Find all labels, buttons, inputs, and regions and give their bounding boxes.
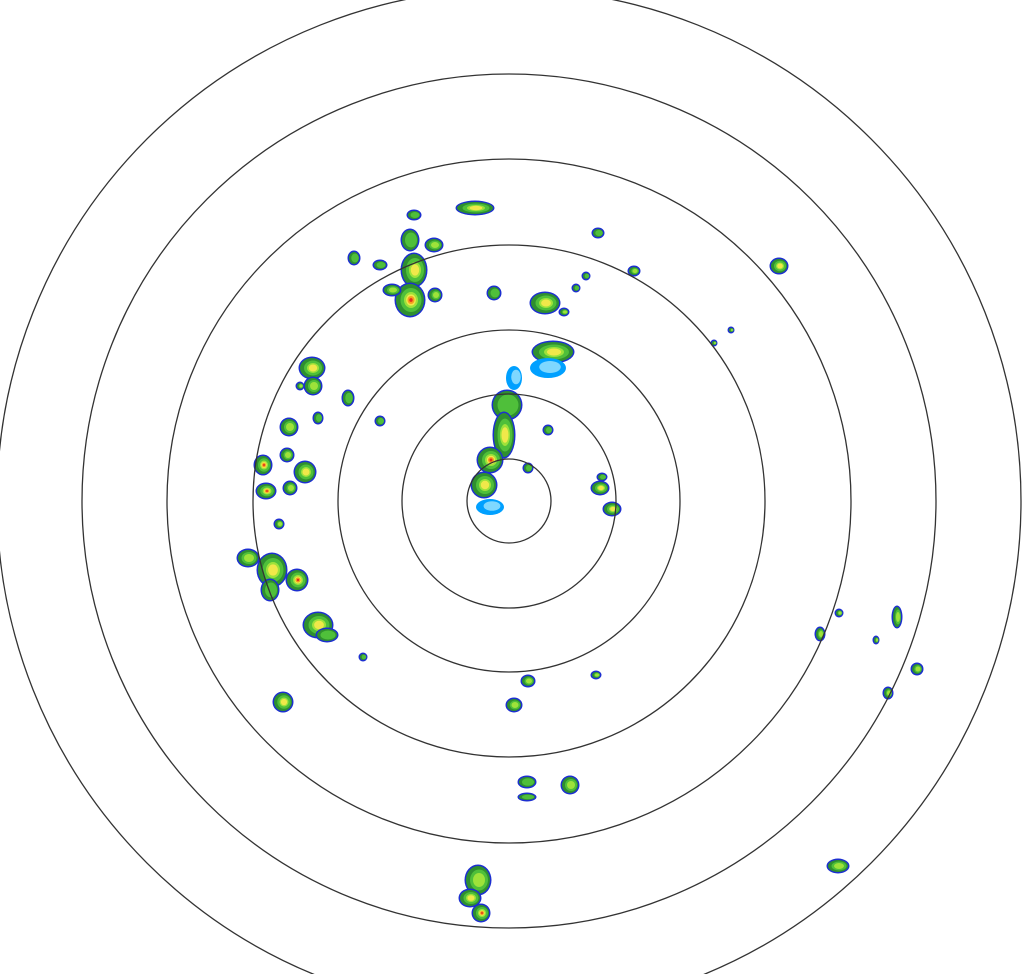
echo-core — [483, 501, 501, 511]
echo-core — [834, 863, 844, 869]
echo-core — [410, 264, 420, 276]
echo-core — [777, 263, 783, 269]
echo-core — [876, 638, 878, 642]
echo-core — [280, 698, 288, 706]
range-ring-6 — [81, 73, 937, 929]
echo-core — [539, 361, 561, 373]
echo-core — [546, 427, 552, 433]
echo-core — [345, 392, 353, 404]
echo-core — [541, 299, 551, 307]
echo-core — [278, 522, 282, 526]
echo-core — [469, 205, 483, 211]
range-ring-1 — [466, 458, 552, 544]
echo-core — [286, 423, 294, 431]
precipitation-echoes — [236, 200, 924, 923]
echo-core — [296, 578, 300, 582]
echo-core — [497, 394, 519, 416]
echo-core — [547, 348, 561, 356]
echo-core — [490, 288, 500, 298]
echo-core — [376, 262, 386, 268]
range-ring-3 — [337, 329, 681, 673]
echo-core — [632, 269, 638, 273]
echo-core — [522, 778, 534, 786]
echo-core — [481, 912, 483, 914]
range-ring-2 — [401, 393, 617, 609]
echo-core — [567, 781, 575, 789]
echo-core — [526, 678, 532, 684]
echo-core — [915, 666, 921, 672]
echo-core — [265, 490, 269, 492]
echo-core — [299, 384, 303, 388]
echo-core — [288, 485, 294, 491]
echo-core — [320, 630, 336, 640]
echo-core — [410, 212, 420, 218]
echo-core — [511, 369, 521, 385]
echo-core — [574, 285, 580, 291]
echo-core — [610, 506, 616, 512]
echo-core — [595, 673, 599, 677]
echo-core — [361, 654, 367, 660]
echo-core — [351, 253, 359, 263]
echo-core — [409, 298, 413, 302]
echo-core — [433, 292, 439, 298]
echo-core — [244, 554, 254, 562]
echo-core — [563, 310, 567, 314]
echo-core — [302, 468, 310, 476]
echo-core — [714, 342, 716, 344]
echo-core — [480, 480, 490, 490]
echo-core — [467, 895, 475, 901]
echo-core — [600, 474, 606, 480]
echo-core — [310, 382, 318, 390]
echo-core — [405, 232, 417, 248]
echo-core — [314, 620, 324, 630]
echo-core — [263, 463, 265, 467]
echo-core — [378, 418, 384, 424]
range-ring-4 — [252, 244, 766, 758]
echo-core — [526, 465, 532, 471]
echo-core — [819, 631, 823, 637]
echo-core — [511, 702, 519, 708]
range-ring-5 — [166, 158, 852, 844]
echo-core — [896, 612, 900, 622]
echo-core — [598, 485, 604, 491]
echo-core — [522, 794, 534, 800]
echo-core — [584, 273, 590, 279]
echo-core — [285, 452, 291, 458]
echo-core — [501, 427, 509, 443]
echo-core — [308, 364, 318, 372]
echo-core — [431, 242, 439, 248]
echo-core — [731, 329, 733, 331]
echo-core — [595, 230, 603, 236]
echo-core — [389, 287, 397, 293]
echo-core — [316, 414, 322, 422]
echo-core — [473, 873, 485, 887]
echo-core — [268, 564, 278, 576]
echo-core — [489, 458, 493, 462]
echo-core — [838, 611, 842, 615]
